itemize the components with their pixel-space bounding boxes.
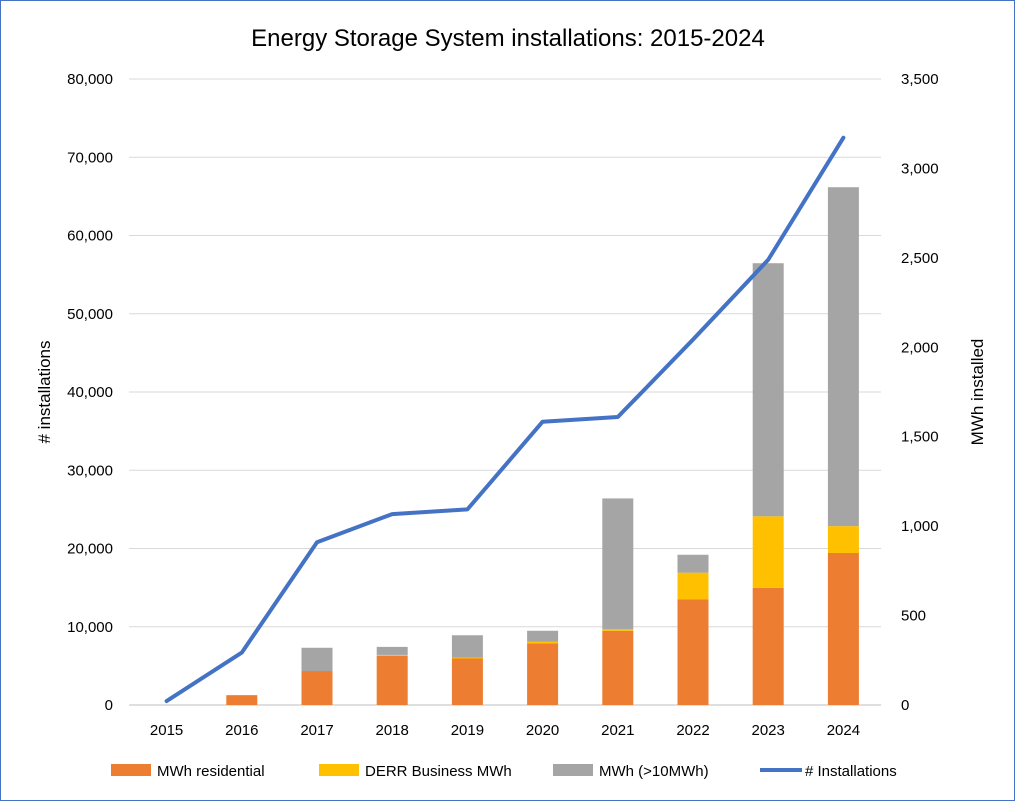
y-left-tick-label: 70,000: [67, 149, 113, 166]
bar-derr-business-mwh: [527, 641, 559, 644]
bar-mwh-10mwh: [451, 635, 483, 658]
y-left-tick-label: 80,000: [67, 71, 113, 88]
y-right-tick-label: 500: [901, 608, 926, 625]
x-tick-label: 2024: [827, 722, 860, 739]
bar-derr-business-mwh: [677, 572, 709, 600]
bar-mwh-10mwh: [752, 263, 784, 517]
x-tick-label: 2016: [225, 722, 258, 739]
x-tick-label: 2021: [601, 722, 634, 739]
x-tick-label: 2020: [526, 722, 559, 739]
legend-label: MWh (>10MWh): [599, 763, 709, 780]
legend-swatch: [319, 764, 359, 776]
x-tick-label: 2022: [676, 722, 709, 739]
legend-label: # Installations: [805, 763, 897, 780]
x-tick-label: 2017: [300, 722, 333, 739]
bar-series: [226, 187, 859, 705]
y-right-tick-label: 2,000: [901, 339, 939, 356]
legend-label: MWh residential: [157, 763, 265, 780]
y-left-tick-label: 40,000: [67, 384, 113, 401]
y-right-tick-label: 3,000: [901, 160, 939, 177]
bar-derr-business-mwh: [752, 516, 784, 588]
bar-mwh-residential: [827, 552, 859, 705]
legend-swatch: [111, 764, 151, 776]
bar-mwh-residential: [226, 695, 258, 705]
chart-title: Energy Storage System installations: 201…: [251, 25, 765, 52]
bar-mwh-residential: [677, 599, 709, 705]
y-right-tick-label: 2,500: [901, 250, 939, 267]
x-tick-label: 2023: [752, 722, 785, 739]
bar-mwh-10mwh: [827, 187, 859, 527]
line-series: [164, 135, 846, 704]
y-left-tick-label: 30,000: [67, 462, 113, 479]
x-tick-label: 2018: [376, 722, 409, 739]
bar-mwh-10mwh: [602, 498, 634, 629]
bar-mwh-10mwh: [301, 647, 333, 672]
legend-label: DERR Business MWh: [365, 763, 512, 780]
bar-derr-business-mwh: [376, 654, 408, 656]
bar-derr-business-mwh: [451, 657, 483, 659]
bar-mwh-residential: [752, 587, 784, 705]
y-right-tick-label: 3,500: [901, 71, 939, 88]
bar-derr-business-mwh: [602, 628, 634, 631]
y-left-axis-title: # installations: [35, 340, 54, 443]
y-left-tick-label: 50,000: [67, 306, 113, 323]
bar-mwh-residential: [602, 630, 634, 705]
bar-mwh-residential: [451, 658, 483, 705]
bar-mwh-10mwh: [376, 646, 408, 655]
y-right-tick-label: 0: [901, 697, 909, 714]
legend-swatch: [553, 764, 593, 776]
bar-mwh-residential: [376, 655, 408, 705]
bar-mwh-10mwh: [677, 554, 709, 573]
axes: 0 10,000 20,000 30,000 40,000 50,000 60,000 70,…: [67, 71, 938, 739]
legend: MWh residential DERR Business MWh MWh (>10…: [111, 763, 897, 780]
gridlines: [129, 78, 881, 706]
x-tick-label: 2019: [451, 722, 484, 739]
bar-mwh-residential: [527, 643, 559, 705]
installations-line: [164, 135, 846, 704]
bar-derr-business-mwh: [827, 526, 859, 553]
bar-mwh-residential: [301, 671, 333, 705]
y-right-tick-label: 1,000: [901, 518, 939, 535]
y-left-tick-label: 0: [105, 697, 113, 714]
x-tick-label: 2015: [150, 722, 183, 739]
bar-mwh-10mwh: [527, 630, 559, 642]
y-left-tick-label: 60,000: [67, 228, 113, 245]
y-right-axis-title: MWh installed: [968, 339, 987, 446]
y-left-tick-label: 20,000: [67, 541, 113, 558]
y-left-tick-label: 10,000: [67, 619, 113, 636]
y-right-tick-label: 1,500: [901, 429, 939, 446]
